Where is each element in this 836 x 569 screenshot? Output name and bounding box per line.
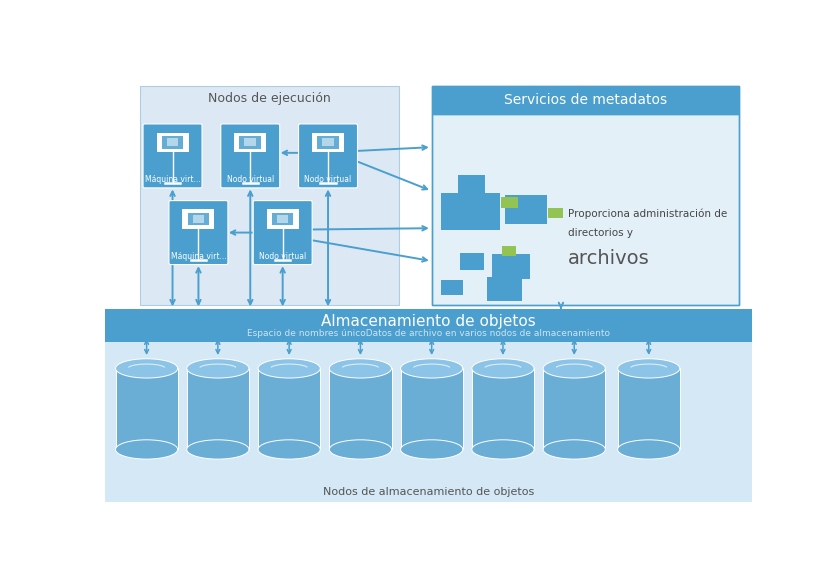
FancyBboxPatch shape xyxy=(143,124,202,188)
Ellipse shape xyxy=(329,359,391,378)
Bar xyxy=(431,114,739,305)
Ellipse shape xyxy=(186,359,249,378)
Ellipse shape xyxy=(543,440,605,459)
Bar xyxy=(441,193,500,230)
Bar xyxy=(548,208,563,218)
Ellipse shape xyxy=(400,440,463,459)
Text: Máquina virt...: Máquina virt... xyxy=(171,252,227,261)
Bar xyxy=(156,133,188,152)
Ellipse shape xyxy=(115,440,178,459)
Bar xyxy=(312,133,344,152)
Bar xyxy=(104,310,752,342)
Bar xyxy=(505,195,547,224)
Text: Proporciona administración de: Proporciona administración de xyxy=(568,208,727,219)
Bar xyxy=(322,138,334,146)
Text: Nodos de ejecución: Nodos de ejecución xyxy=(208,92,331,105)
Bar xyxy=(272,213,293,225)
Bar xyxy=(618,368,680,450)
Ellipse shape xyxy=(543,359,605,378)
Bar xyxy=(431,86,739,114)
Ellipse shape xyxy=(400,359,463,378)
Text: Almacenamiento de objetos: Almacenamiento de objetos xyxy=(321,314,536,329)
Bar xyxy=(460,253,484,270)
Bar xyxy=(501,197,517,208)
Bar xyxy=(115,368,178,450)
Ellipse shape xyxy=(618,359,680,378)
Bar xyxy=(244,138,256,146)
Bar xyxy=(182,209,214,229)
Ellipse shape xyxy=(186,440,249,459)
Ellipse shape xyxy=(472,359,534,378)
Text: Espacio de nombres únicoDatos de archivo en varios nodos de almacenamiento: Espacio de nombres únicoDatos de archivo… xyxy=(247,329,610,338)
Text: Nodos de almacenamiento de objetos: Nodos de almacenamiento de objetos xyxy=(323,486,534,497)
Bar xyxy=(187,213,209,225)
Bar xyxy=(457,175,485,193)
Ellipse shape xyxy=(115,359,178,378)
Bar xyxy=(487,277,522,302)
Bar xyxy=(502,246,516,256)
FancyBboxPatch shape xyxy=(221,124,280,188)
Text: Nodo virtual: Nodo virtual xyxy=(304,175,352,184)
Bar xyxy=(277,215,288,223)
Bar xyxy=(472,368,534,450)
Bar xyxy=(104,342,752,502)
FancyBboxPatch shape xyxy=(298,124,358,188)
FancyBboxPatch shape xyxy=(169,201,228,265)
Bar xyxy=(329,368,391,450)
Text: archivos: archivos xyxy=(568,249,650,269)
Bar xyxy=(492,254,529,279)
Bar xyxy=(186,368,249,450)
Bar xyxy=(441,281,463,295)
Bar xyxy=(267,209,298,229)
Bar xyxy=(140,86,400,305)
Text: Nodo virtual: Nodo virtual xyxy=(259,252,306,261)
Text: Servicios de metadatos: Servicios de metadatos xyxy=(504,93,667,107)
Bar xyxy=(234,133,266,152)
Bar xyxy=(239,136,261,149)
Bar xyxy=(431,86,739,305)
FancyBboxPatch shape xyxy=(253,201,312,265)
Bar xyxy=(166,138,178,146)
Bar xyxy=(161,136,183,149)
Ellipse shape xyxy=(618,440,680,459)
Ellipse shape xyxy=(472,440,534,459)
Text: directorios y: directorios y xyxy=(568,228,633,238)
Bar xyxy=(400,368,463,450)
Bar xyxy=(258,368,320,450)
Ellipse shape xyxy=(329,440,391,459)
Ellipse shape xyxy=(258,359,320,378)
Text: Nodo virtual: Nodo virtual xyxy=(227,175,274,184)
Bar xyxy=(543,368,605,450)
Ellipse shape xyxy=(258,440,320,459)
Bar xyxy=(317,136,339,149)
Bar xyxy=(192,215,204,223)
Text: Máquina virt...: Máquina virt... xyxy=(145,175,201,184)
